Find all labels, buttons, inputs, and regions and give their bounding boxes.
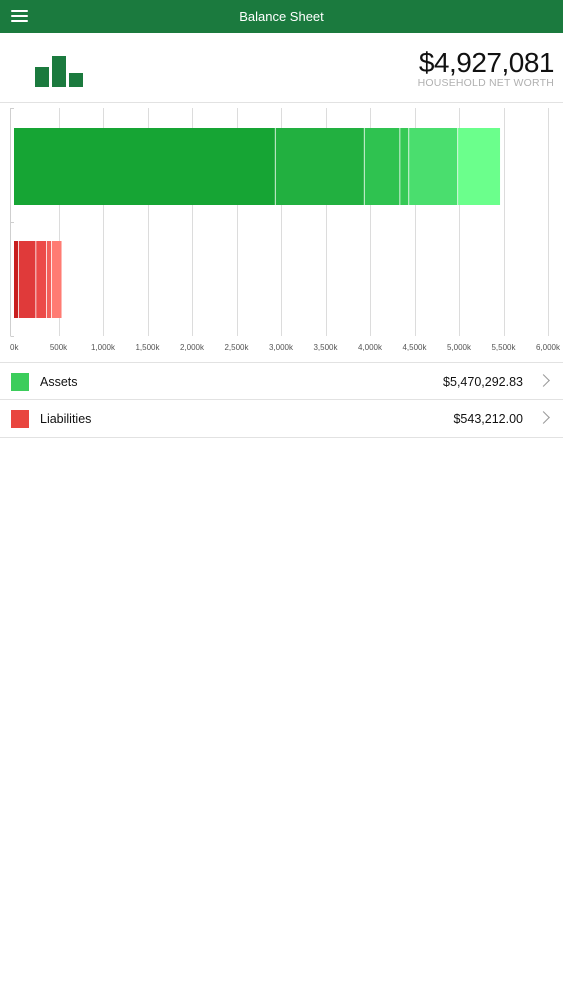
page-title: Balance Sheet <box>239 9 324 24</box>
assets-bar-segment-4 <box>409 128 458 205</box>
liabilities-bar-segment-0 <box>14 241 19 318</box>
assets-label: Assets <box>40 375 78 389</box>
liabilities-bar-segment-4 <box>51 241 62 318</box>
assets-bar-segment-1 <box>275 128 364 205</box>
x-tick-label-3: 1,500k <box>135 343 160 352</box>
balance-bar-chart: 0k 500k 1,000k 1,500k 2,000k 2,500k 3,000k 3,50… <box>10 108 561 352</box>
liabilities-bar-segment-3 <box>46 241 52 318</box>
liabilities-value: $543,212.00 <box>453 412 523 426</box>
hamburger-menu-icon[interactable] <box>11 10 28 23</box>
net-worth-summary: $4,927,081 HOUSEHOLD NET WORTH <box>0 33 563 103</box>
x-tick-label-4: 2,000k <box>180 343 205 352</box>
x-tick-label-5: 2,500k <box>224 343 249 352</box>
bar-chart-logo-icon <box>35 55 85 87</box>
x-tick-label-11: 5,500k <box>491 343 516 352</box>
chevron-right-icon[interactable] <box>537 411 550 424</box>
chevron-right-icon[interactable] <box>537 374 550 387</box>
liabilities-label: Liabilities <box>40 412 92 426</box>
liabilities-color-swatch <box>11 410 29 428</box>
liabilities-bar-segment-2 <box>36 241 47 318</box>
x-tick-label-1: 500k <box>50 343 68 352</box>
assets-bar-segment-3 <box>400 128 409 205</box>
legend-row-liabilities[interactable]: Liabilities $543,212.00 <box>0 400 563 438</box>
x-tick-label-8: 4,000k <box>358 343 383 352</box>
app-bar: Balance Sheet <box>0 0 563 33</box>
assets-value: $5,470,292.83 <box>443 375 523 389</box>
balance-chart: 0k 500k 1,000k 1,500k 2,000k 2,500k 3,000k 3,50… <box>0 104 563 362</box>
assets-bar-segment-0 <box>14 128 275 205</box>
assets-bar-segment-5 <box>458 128 501 205</box>
assets-bar-segment-2 <box>364 128 400 205</box>
liabilities-bar-segment-1 <box>18 241 36 318</box>
x-tick-label-9: 4,500k <box>402 343 427 352</box>
net-worth-value: $4,927,081 <box>418 47 555 78</box>
x-tick-label-0: 0k <box>10 343 19 352</box>
x-tick-label-10: 5,000k <box>447 343 472 352</box>
x-tick-label-6: 3,000k <box>269 343 294 352</box>
x-tick-label-7: 3,500k <box>313 343 338 352</box>
x-tick-label-12: 6,000k <box>536 343 561 352</box>
x-tick-label-2: 1,000k <box>91 343 116 352</box>
legend-row-assets[interactable]: Assets $5,470,292.83 <box>0 362 563 400</box>
assets-color-swatch <box>11 373 29 391</box>
net-worth-label: HOUSEHOLD NET WORTH <box>417 77 554 89</box>
